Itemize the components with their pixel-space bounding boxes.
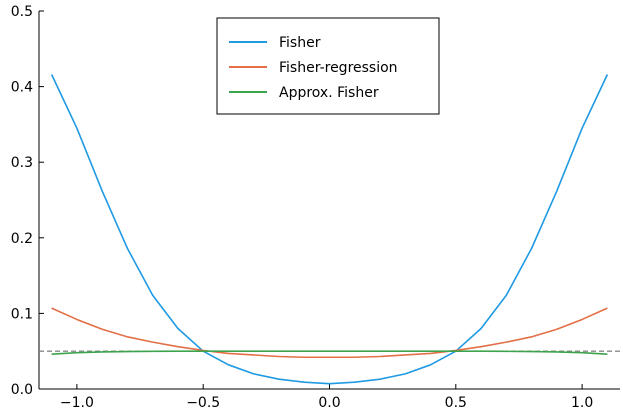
x-tick-label: 0.5 <box>445 395 467 411</box>
y-tick-label: 0.0 <box>11 382 33 398</box>
legend-label: Approx. Fisher <box>279 85 379 101</box>
y-tick-label: 0.4 <box>11 80 33 96</box>
series-line-fisher <box>50 74 609 385</box>
y-tick-label: 0.5 <box>11 4 33 20</box>
x-tick-label: 0.0 <box>318 395 340 411</box>
y-tick-label: 0.2 <box>11 231 33 247</box>
ticks: −1.0 −0.5 0.0 0.5 1.0 0.0 0.1 0.2 0.3 0.4 0.5 <box>11 4 594 411</box>
series-line-approx-fisher <box>51 350 608 356</box>
legend: Fisher Fisher-regression Approx. Fisher <box>216 17 440 115</box>
series-line-fisher-regression <box>51 307 608 359</box>
legend-label: Fisher <box>279 35 321 51</box>
y-tick-label: 0.3 <box>11 155 33 171</box>
legend-label: Fisher-regression <box>279 60 398 76</box>
x-tick-label: −0.5 <box>186 395 220 411</box>
series-group <box>50 74 609 385</box>
x-tick-label: 1.0 <box>571 395 593 411</box>
x-tick-label: −1.0 <box>60 395 94 411</box>
y-tick-label: 0.1 <box>11 306 33 322</box>
